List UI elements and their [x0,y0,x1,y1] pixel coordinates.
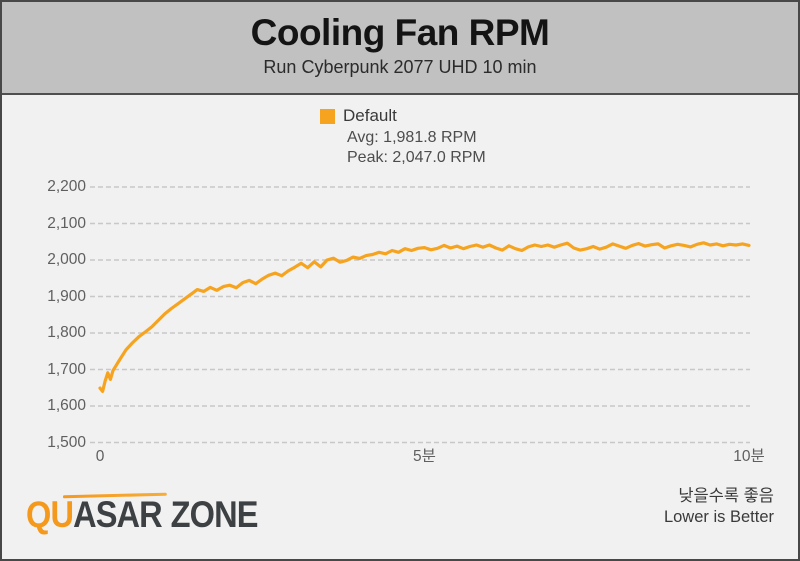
page-subtitle: Run Cyberpunk 2077 UHD 10 min [263,57,537,77]
y-axis-tick-label: 1,700 [47,360,86,378]
logo-text-dark: ASAR [73,494,163,535]
y-axis-tick-label: 2,000 [47,251,86,268]
quasarzone-logo: QUASAR ZONE [26,492,259,537]
lower-is-better-note: 낮을수록 좋음 Lower is Better [664,486,774,528]
legend-row: Default [320,106,486,126]
legend: Default Avg: 1,981.8 RPM Peak: 2,047.0 R… [320,106,486,168]
y-axis-tick-label: 1,600 [47,397,86,414]
logo-text-orange: QU [26,494,74,535]
y-axis-tick-label: 2,200 [47,178,86,195]
chart-header: Cooling Fan RPM Run Cyberpunk 2077 UHD 1… [2,2,798,95]
legend-avg-value: Avg: 1,981.8 RPM [347,129,477,146]
y-axis-tick-label: 1,800 [47,324,86,341]
y-axis-tick-label: 1,500 [47,433,86,451]
note-korean: 낮을수록 좋음 [678,487,774,505]
x-axis-tick-label: 0 [95,448,105,465]
y-axis-tick-label: 1,900 [47,287,86,305]
legend-series-label: Default [343,106,397,125]
y-axis-tick-label: 2,100 [47,214,86,232]
chart-area: Default Avg: 1,981.8 RPM Peak: 2,047.0 R… [2,95,798,485]
logo-text-dark2: ZONE [170,494,259,535]
page-title: Cooling Fan RPM [250,12,550,53]
x-axis-tick-label: 5분 [413,448,436,465]
series-color-swatch [320,108,335,124]
series-line-default [98,241,751,393]
x-axis-tick-label: 10분 [733,448,765,465]
fan-rpm-line-chart [90,186,751,444]
note-english: Lower is Better [663,508,774,526]
chart-footer: QUASAR ZONE 낮을수록 좋음 Lower is Better [2,485,798,559]
legend-peak-value: Peak: 2,047.0 RPM [347,149,486,166]
